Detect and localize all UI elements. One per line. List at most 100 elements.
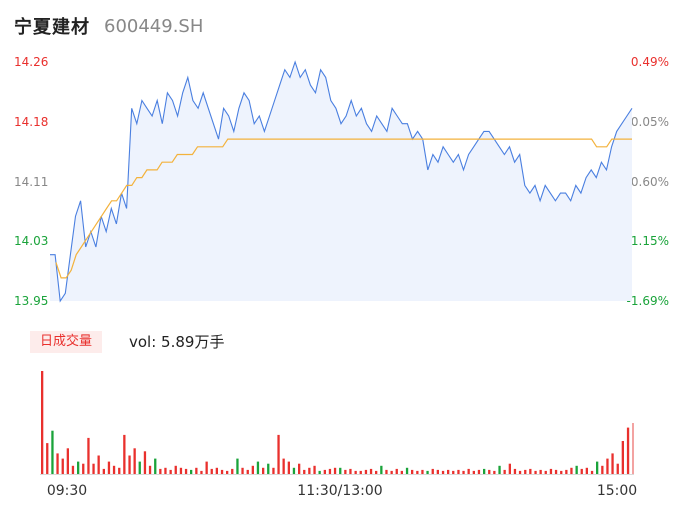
- volume-bar: [518, 470, 522, 474]
- volume-bar: [66, 448, 69, 475]
- y-tick-label-right: -1.15%: [627, 234, 669, 248]
- y-tick-label-right: 0.49%: [631, 55, 669, 69]
- volume-bar: [339, 467, 342, 474]
- volume-bar: [303, 469, 306, 474]
- x-tick-label: 15:00: [597, 483, 637, 499]
- y-tick-label: 14.18: [14, 115, 48, 129]
- volume-bar: [123, 434, 126, 474]
- volume-value: vol: 5.89万手: [129, 333, 225, 351]
- volume-bar: [483, 468, 486, 475]
- volume-bar: [344, 469, 347, 474]
- volume-bar: [292, 467, 296, 474]
- volume-bar: [179, 467, 183, 474]
- daily-volume-tag: 日成交量: [30, 331, 103, 353]
- volume-bar: [226, 470, 229, 474]
- volume-bar: [184, 468, 188, 475]
- volume-bar: [323, 469, 326, 474]
- price-series-line: [50, 60, 633, 303]
- y-tick-label: 13.95: [14, 294, 48, 308]
- volume-bar: [395, 468, 398, 475]
- volume-bar: [210, 468, 213, 475]
- volume-bar: [488, 469, 491, 474]
- volume-bar: [364, 469, 368, 474]
- volume-bar: [287, 461, 290, 474]
- volume-bar: [549, 468, 553, 475]
- volume-bar: [118, 467, 121, 474]
- volume-bar: [421, 469, 424, 474]
- volume-bar: [467, 468, 470, 475]
- volume-bar: [380, 465, 383, 474]
- volume-bar: [431, 468, 434, 475]
- volume-bar: [457, 469, 460, 474]
- volume-bar: [241, 467, 244, 474]
- volume-bar: [621, 441, 624, 474]
- price-area-fill: [50, 62, 632, 301]
- volume-bar: [560, 470, 563, 474]
- volume-bar: [565, 469, 568, 474]
- volume-bar: [71, 465, 75, 474]
- volume-bar: [256, 461, 260, 474]
- stock-header: 宁夏建材 600449.SH: [14, 12, 203, 40]
- x-tick-label: 09:30: [47, 483, 87, 499]
- volume-bar: [174, 465, 177, 474]
- volume-bar: [411, 469, 414, 474]
- volume-bar: [107, 461, 111, 474]
- y-tick-label-right: -0.60%: [627, 175, 669, 189]
- volume-bar: [148, 465, 152, 474]
- volume-bar: [251, 465, 254, 474]
- y-tick-label: 14.11: [14, 175, 48, 189]
- volume-bar: [580, 468, 583, 475]
- volume-bar: [601, 465, 604, 474]
- volume-bar: [354, 470, 357, 474]
- volume-bar: [318, 470, 321, 474]
- intraday-price-chart: 14.26 14.18 14.11 14.03 13.95 0.49% -0.05% -0.6…: [14, 55, 669, 308]
- y-tick-label: 14.03: [14, 234, 48, 248]
- average-price-line: [55, 138, 632, 279]
- volume-bar: [570, 467, 573, 474]
- volume-bar: [262, 467, 265, 474]
- volume-bar: [349, 468, 352, 475]
- volume-bar: [611, 453, 614, 474]
- volume-bar: [272, 467, 275, 474]
- volume-bar: [77, 461, 80, 474]
- volume-bar: [200, 470, 203, 474]
- volume-bar: [41, 371, 44, 474]
- volume-bar: [524, 469, 527, 474]
- volume-bar: [441, 470, 445, 474]
- volume-bar: [477, 469, 481, 474]
- volume-bar: [385, 469, 388, 474]
- volume-bar: [56, 453, 59, 474]
- volume-bar: [112, 465, 116, 474]
- volume-bar: [154, 458, 157, 474]
- volume-bar: [436, 469, 439, 474]
- volume-bar: [575, 465, 578, 474]
- stock-code: 600449.SH: [104, 15, 204, 37]
- volume-bar: [472, 470, 475, 474]
- volume-bar: [426, 470, 429, 474]
- volume-bar: [190, 469, 193, 474]
- y-tick-label: 14.26: [14, 55, 48, 69]
- stock-name: 宁夏建材: [14, 17, 90, 38]
- volume-bar: [231, 468, 234, 475]
- volume-bar: [92, 463, 95, 474]
- volume-bar: [128, 455, 131, 474]
- volume-bar: [369, 468, 373, 475]
- volume-bar: [282, 458, 285, 474]
- volume-bar: [267, 463, 270, 474]
- volume-bar: [529, 468, 532, 475]
- volume-bar: [606, 458, 609, 474]
- volume-bar: [416, 470, 419, 474]
- volume-bar: [220, 469, 224, 474]
- volume-bar: [359, 470, 362, 474]
- volume-bar: [405, 467, 409, 474]
- volume-bar: [333, 467, 337, 474]
- volume-bar: [596, 461, 599, 474]
- volume-bar: [138, 461, 141, 474]
- volume-bar: [143, 451, 147, 474]
- volume-bar: [164, 467, 167, 474]
- volume-bar: [554, 469, 558, 474]
- volume-bar: [493, 470, 496, 474]
- volume-bar: [452, 470, 455, 474]
- volume-bar: [462, 470, 465, 474]
- volume-bar: [400, 470, 403, 474]
